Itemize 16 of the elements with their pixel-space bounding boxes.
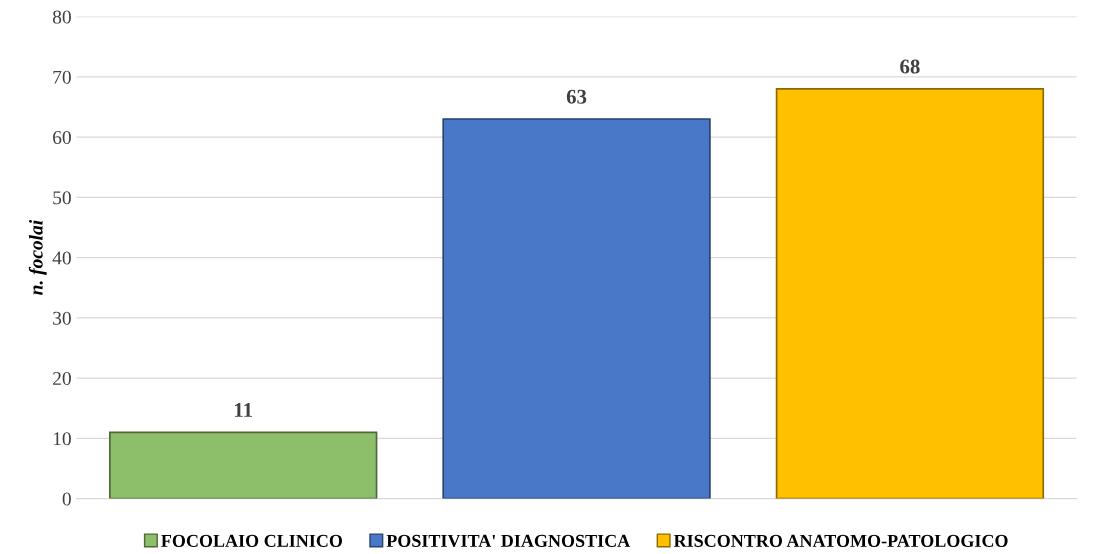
y-tick-label: 40 bbox=[52, 251, 71, 265]
legend-label: FOCOLAIO CLINICO bbox=[161, 534, 343, 547]
y-tick-label: 80 bbox=[52, 10, 71, 24]
legend-label: POSITIVITA' DIAGNOSTICA bbox=[386, 534, 631, 548]
y-tick-label: 70 bbox=[53, 70, 71, 84]
y-tick-label: 50 bbox=[53, 191, 71, 205]
data-label: 11 bbox=[235, 403, 252, 417]
data-label: 68 bbox=[900, 59, 920, 74]
y-tick-label: 20 bbox=[53, 371, 71, 386]
y-tick-label: 0 bbox=[62, 492, 71, 506]
legend-label: RISCONTRO ANATOMO-PATOLOGICO bbox=[673, 534, 1008, 547]
y-tick-label: 10 bbox=[53, 432, 71, 446]
y-tick-label: 30 bbox=[53, 311, 71, 325]
y-axis-title: n. focolai bbox=[28, 219, 47, 296]
y-tick-label: 60 bbox=[53, 130, 71, 145]
data-label: 63 bbox=[566, 89, 587, 104]
